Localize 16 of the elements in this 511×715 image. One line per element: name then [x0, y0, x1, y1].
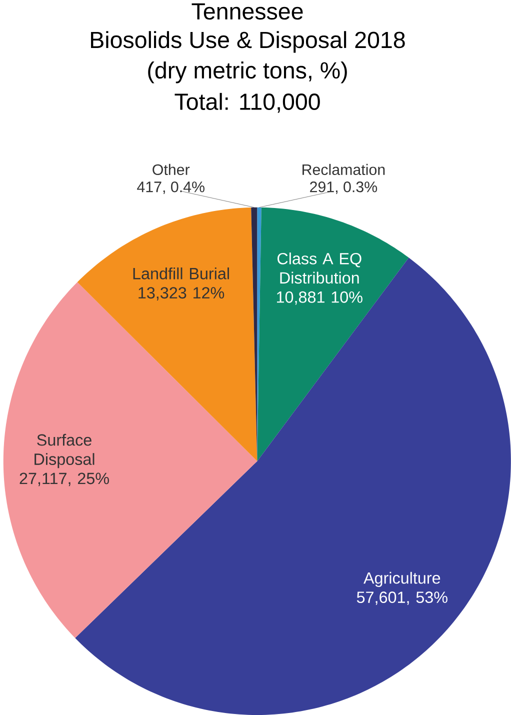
text: Total: 110,000 [174, 92, 320, 113]
data-label: 10,881 10% [277, 291, 362, 305]
data-label: 291, 0.3% [310, 182, 378, 194]
slice-label: Agriculture [364, 572, 440, 587]
slice-label: Landfill Burial [133, 267, 229, 280]
slice-label: Reclamation [302, 164, 385, 176]
data-label: 13,323 12% [138, 287, 224, 300]
chart-title: Tennessee [192, 3, 303, 20]
data-label: 27,117, 25% [20, 472, 110, 486]
data-label: 417, 0.4% [137, 182, 204, 194]
chart-subtitle: Biosolids Use & Disposal 2018 [91, 31, 405, 53]
slice-label: Surface Disposal [34, 434, 94, 468]
data-label: 57,601, 53% [356, 592, 448, 605]
slice-label: Other [152, 164, 190, 176]
slice-label: Class A EQ Distribution [278, 252, 362, 284]
text: (dry metric tons, %) [148, 62, 347, 84]
